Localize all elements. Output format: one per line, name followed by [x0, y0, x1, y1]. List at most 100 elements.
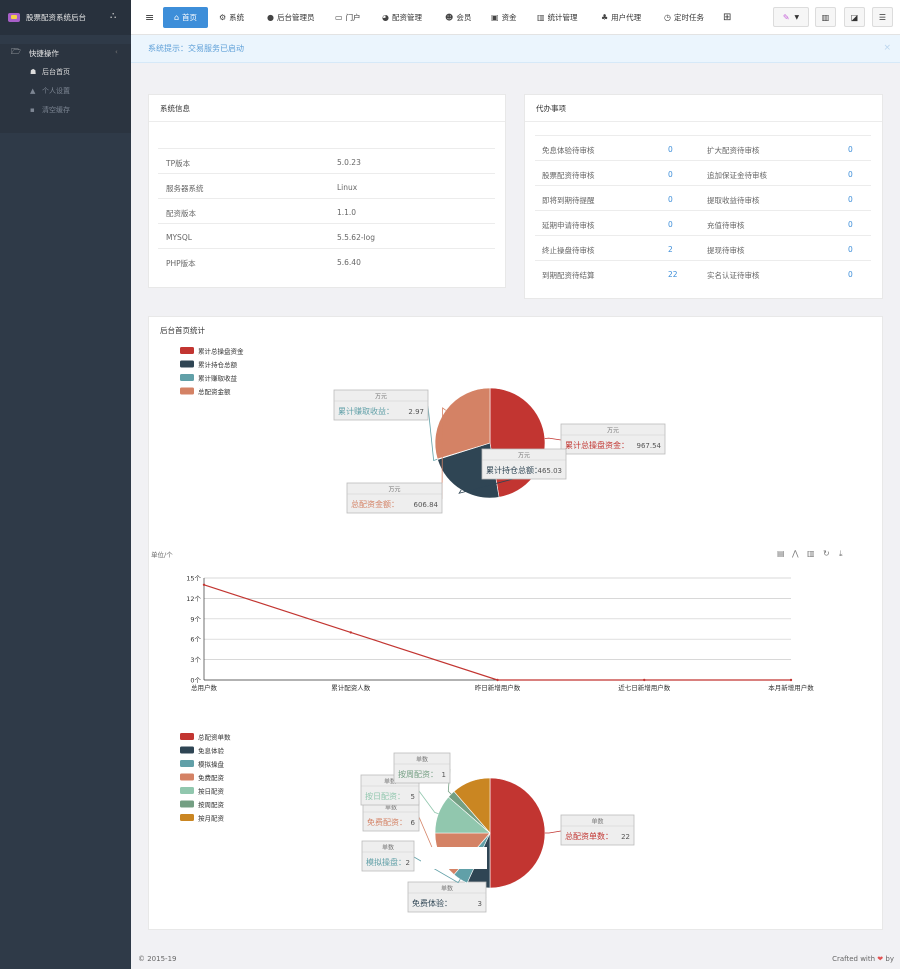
todo-count[interactable]: 0 — [848, 195, 853, 204]
data-label-name: 累计持仓总额： — [486, 465, 542, 475]
todo-count[interactable]: 0 — [848, 245, 853, 254]
data-label-value: 967.54 — [637, 442, 662, 450]
gear-icon: ⚙ — [219, 13, 227, 22]
stats-panel: 后台首页统计 万元 累计总操盘资金： 967.54 万元 累计持仓总额： 465.03 万元… — [148, 316, 883, 930]
trash-button[interactable]: ▥ — [815, 7, 836, 27]
todo-count[interactable]: 0 — [848, 170, 853, 179]
data-label-value: 2 — [406, 859, 410, 867]
table-row: 免息体验待审核 0 扩大配资待审核 0 — [535, 135, 871, 160]
pie-slice — [489, 387, 546, 498]
dashboard-icon: ☗ — [30, 67, 37, 76]
brand: 股票配资系统后台 ⛬ — [0, 0, 131, 35]
todo-count[interactable]: 22 — [668, 270, 678, 279]
clock-icon: ◷ — [664, 13, 671, 22]
table-row: TP版本 5.0.23 — [158, 148, 495, 173]
tab-system[interactable]: ⚙ 系统 — [219, 0, 244, 35]
legend-swatch — [180, 746, 194, 754]
todo-count[interactable]: 0 — [668, 220, 673, 229]
tab-members[interactable]: ☻ 会员 — [445, 0, 471, 35]
pin-icon: ✎ — [782, 12, 790, 22]
data-label-unit: 万元 — [607, 428, 619, 435]
tab-portal[interactable]: ▭ 门户 — [335, 0, 361, 35]
tab-admins[interactable]: ● 后台管理员 — [267, 0, 314, 35]
logo-icon — [8, 13, 20, 22]
todo-count[interactable]: 2 — [668, 245, 673, 254]
y-axis-unit: 单位/个 — [151, 550, 173, 559]
user-icon: ▲ — [30, 86, 36, 95]
sidebar-item-profile[interactable]: ▲ 个人设置 — [0, 81, 131, 100]
toolbox-icon: ⤓ — [839, 549, 843, 558]
grid-icon[interactable]: ⊞ — [723, 12, 732, 23]
pie-slice — [453, 777, 491, 834]
pin-dropdown-button[interactable]: ✎ ▼ — [773, 7, 809, 27]
tab-home[interactable]: ⌂ 首页 — [163, 7, 208, 28]
data-label-box — [393, 752, 451, 784]
label-line — [545, 830, 562, 834]
todo-count[interactable]: 0 — [848, 270, 853, 279]
sidebar-menu: 🗁 快捷操作 ‹ ☗ 后台首页 ▲ 个人设置 ▪ 清空缓存 — [0, 44, 131, 133]
todo-count[interactable]: 0 — [848, 145, 853, 154]
todo-label: 到期配资待结算 — [542, 271, 595, 280]
label-line — [418, 790, 439, 815]
label-line — [427, 405, 438, 461]
legend-swatch — [180, 360, 194, 368]
tab-funds[interactable]: ▣ 资金 — [491, 0, 517, 35]
legend-swatch — [180, 814, 194, 821]
theme-drop-icon[interactable]: ⛬ — [110, 11, 117, 21]
row-key: PHP版本 — [166, 259, 196, 268]
legend-swatch — [180, 733, 194, 740]
todo-count[interactable]: 0 — [668, 195, 673, 204]
legend-label: 按日配资 — [198, 787, 225, 796]
data-label-unit: 万元 — [388, 487, 400, 494]
panel-title: 代办事项 — [525, 95, 882, 122]
todo-panel: 代办事项 免息体验待审核 0 扩大配资待审核 0 股票配资待审核 0 追加保证金待审核 0 … — [524, 94, 883, 299]
data-label-name: 累计总操盘资金： — [565, 440, 629, 450]
todo-label: 提取收益待审核 — [707, 196, 760, 205]
data-label-unit: 单数 — [384, 778, 396, 786]
data-label-unit: 单数 — [416, 756, 428, 764]
todo-count[interactable]: 0 — [848, 220, 853, 229]
data-label-value: 6 — [411, 819, 416, 827]
todo-label: 实名认证待审核 — [707, 271, 760, 280]
todo-count[interactable]: 0 — [668, 145, 673, 154]
tab-statistics[interactable]: ▥ 统计管理 — [537, 0, 578, 35]
home-icon: ⌂ — [173, 13, 180, 22]
tab-agents[interactable]: ♣ 用户代理 — [601, 0, 641, 35]
data-label-value: 1 — [442, 771, 446, 779]
legend-swatch — [180, 387, 194, 395]
topbar: ≡ ⌂ 首页 ⚙ 系统 ● 后台管理员 ▭ 门户 ◕ 配资管理 ☻ 会员 ▣ 资金 ▥ 统计管… — [131, 0, 900, 35]
todo-label: 即将到期待提醒 — [542, 196, 595, 205]
sidebar-item-clear-cache[interactable]: ▪ 清空缓存 — [0, 100, 131, 119]
legend-swatch — [180, 800, 194, 808]
legend-swatch — [180, 760, 194, 767]
tab-cron[interactable]: ◷ 定时任务 — [664, 0, 704, 35]
tab-label: 系统 — [229, 13, 245, 22]
close-icon[interactable]: × — [883, 43, 891, 53]
data-label-name: 按日配资： — [365, 791, 405, 801]
sidebar-item-home[interactable]: ☗ 后台首页 — [0, 62, 131, 81]
settings-panel-button[interactable]: ☰ — [872, 7, 893, 27]
todo-count[interactable]: 0 — [668, 170, 673, 179]
edit-button[interactable]: ◪ — [844, 7, 865, 27]
footer-copyright: © 2015-19 — [138, 955, 177, 963]
y-tick-label: 12个 — [186, 595, 201, 603]
redaction-block — [421, 847, 487, 869]
table-row: MYSQL 5.5.62-log — [158, 223, 495, 248]
sidebar-item-label: 后台首页 — [42, 67, 70, 76]
todo-label: 终止操盘待审核 — [542, 246, 595, 255]
table-row: 到期配资待结算 22 实名认证待审核 0 — [535, 260, 871, 285]
tab-finance-config[interactable]: ◕ 配资管理 — [382, 0, 422, 35]
tab-label: 用户代理 — [611, 13, 642, 22]
data-label-box — [481, 448, 567, 480]
data-point — [643, 678, 646, 682]
y-tick-label: 0个 — [190, 677, 201, 685]
data-label-unit: 万元 — [518, 453, 530, 460]
label-line — [441, 407, 447, 500]
legend-label: 按月配资 — [198, 814, 225, 823]
todo-label: 追加保证金待审核 — [707, 171, 767, 180]
label-line — [544, 437, 562, 441]
sidebar: 股票配资系统后台 ⛬ 🗁 快捷操作 ‹ ☗ 后台首页 ▲ 个人设置 ▪ 清空缓存 — [0, 0, 131, 969]
menu-toggle-icon[interactable]: ≡ — [145, 11, 155, 24]
sidebar-section-quick[interactable]: 🗁 快捷操作 ‹ — [0, 44, 131, 62]
x-tick-label: 近七日新增用户数 — [618, 683, 671, 692]
